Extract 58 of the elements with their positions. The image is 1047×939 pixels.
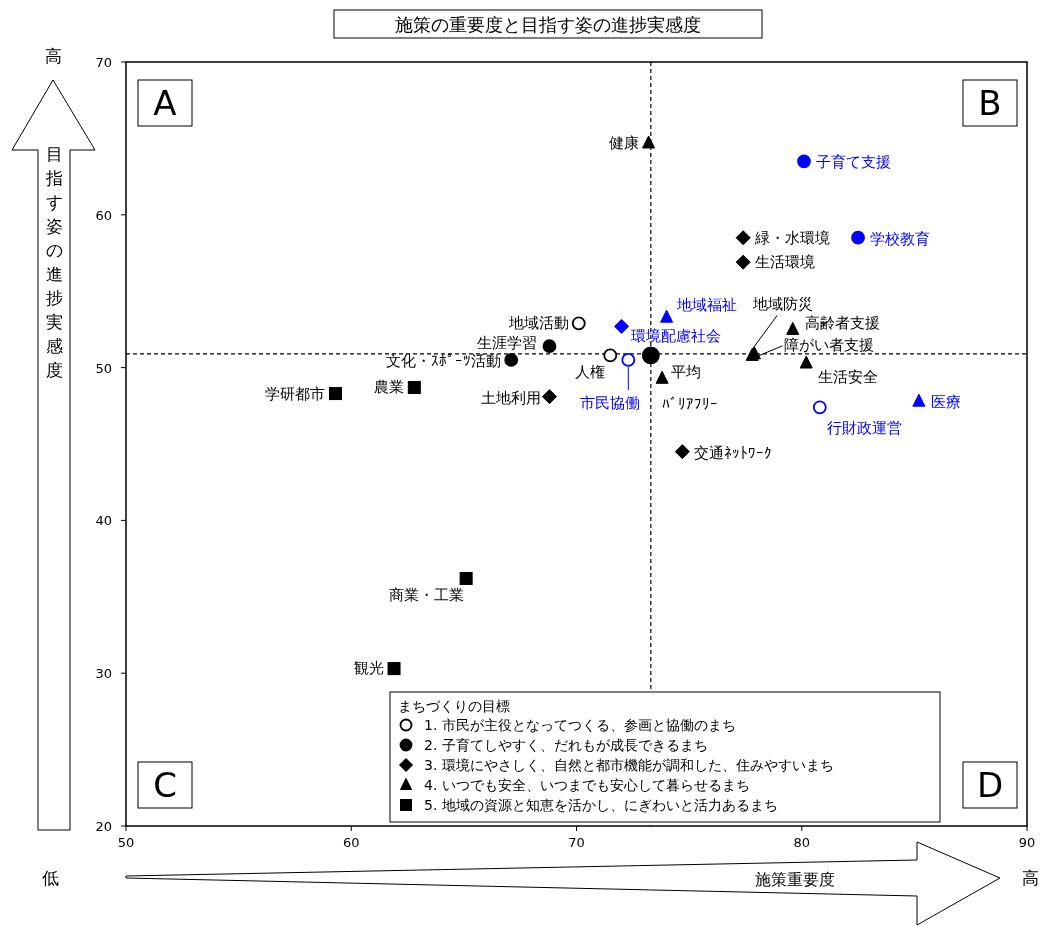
data-label: 高齢者支援: [804, 314, 880, 333]
legend-label: 4. いつでも安全、いつまでも安心して暮らせるまち: [424, 777, 750, 793]
text: 目指す姿の進捗実感度: [45, 144, 63, 380]
chart-title: 施策の重要度と目指す姿の進捗実感度: [395, 14, 701, 35]
data-label: 地域防災: [752, 295, 814, 314]
data-label: 観光: [354, 658, 385, 677]
annotation: B: [978, 83, 1002, 123]
x-tick-label: 90: [1018, 835, 1036, 850]
x-tick-label: 80: [793, 835, 811, 850]
data-label: 障がい者支援: [784, 335, 875, 354]
data-label: 地域活動: [507, 314, 569, 333]
x-tick-label: 60: [342, 835, 360, 850]
data-label: 生涯学習: [477, 334, 538, 353]
data-label: 学校教育: [870, 229, 931, 248]
y-tick-label: 60: [95, 207, 112, 223]
data-label: 生活環境: [755, 253, 816, 272]
annotation: C: [153, 765, 177, 805]
data-label: 環境配慮社会: [630, 327, 721, 346]
text: 高: [44, 46, 62, 66]
data-label: 人権: [575, 363, 606, 382]
data-label: 地域福祉: [675, 296, 737, 315]
data-label: 生活安全: [818, 368, 879, 387]
data-label: 平均: [670, 363, 701, 382]
legend-label: 2. 子育てしやすく、だれもが成長できるまち: [424, 737, 708, 753]
data-label: 土地利用: [481, 388, 542, 407]
data-label: 市民協働: [580, 393, 641, 412]
annotation: D: [976, 765, 1004, 805]
text: 低: [41, 868, 59, 888]
text: 高: [1021, 868, 1039, 888]
quadrant: D: [962, 761, 1018, 809]
x-axis-title: 施策重要度: [755, 870, 835, 889]
quadrant: A: [137, 79, 193, 127]
legend-label: 3. 環境にやさしく、自然と都市機能が調和した、住みやすいまち: [424, 757, 834, 773]
data-label: 文化・ｽﾎﾟｰﾂ活動: [386, 351, 502, 370]
data-label: 緑・水環境: [754, 228, 831, 247]
data-label: 健康: [608, 133, 639, 152]
data-label: 子育て支援: [816, 153, 891, 172]
title: 施策の重要度と目指す姿の進捗実感度: [333, 9, 763, 39]
data-label: 農業: [374, 378, 405, 397]
data-label: 行財政運営: [827, 419, 903, 438]
data-label: 医療: [930, 393, 961, 412]
y-tick-label: 20: [95, 819, 112, 834]
quadrant: C: [137, 761, 193, 809]
y-tick-label: 50: [95, 360, 112, 376]
data-label: ﾊﾞﾘｱﾌﾘｰ: [662, 395, 719, 414]
data-label: 学研都市: [265, 384, 326, 403]
y-tick-label: 40: [95, 513, 112, 529]
data-label: 交通ﾈｯﾄﾜｰｸ: [694, 443, 773, 462]
y-tick-label: 70: [95, 55, 112, 70]
x-tick-label: 50: [117, 835, 135, 850]
x-tick-label: 70: [568, 835, 585, 850]
legend-title: まちづくりの目標: [398, 698, 510, 714]
data-label: 商業・工業: [388, 586, 464, 605]
quadrant: B: [962, 79, 1018, 127]
legend-label: 5. 地域の資源と知恵を活かし、にぎわいと活力あるまち: [424, 797, 778, 813]
y-tick-label: 30: [95, 666, 112, 682]
annotation: A: [153, 83, 177, 123]
legend-label: 1. 市民が主役となってつくる、参画と協働のまち: [424, 717, 736, 733]
